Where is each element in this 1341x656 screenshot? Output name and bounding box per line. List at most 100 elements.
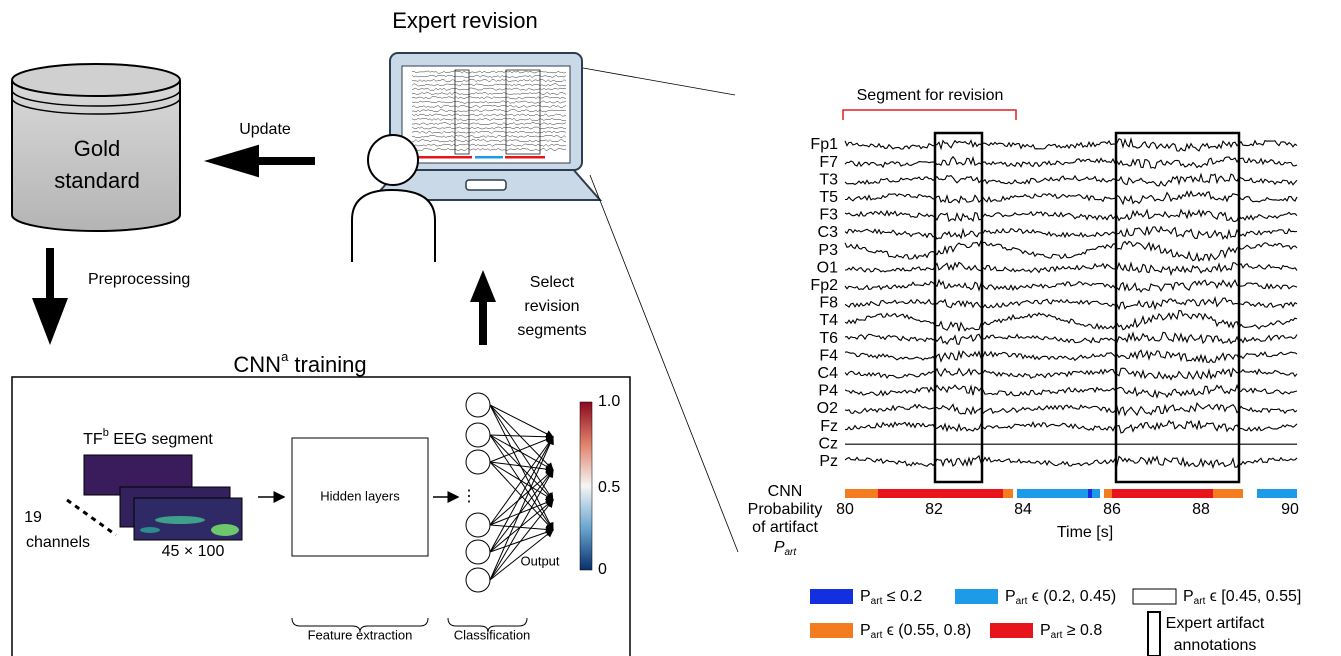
- label: Update: [239, 121, 291, 138]
- eeg-trace: [845, 421, 1297, 433]
- eeg-trace: [845, 191, 1297, 204]
- label: Hidden layers: [320, 488, 400, 503]
- title: Expert revision: [392, 8, 538, 33]
- svg-text:⋮: ⋮: [461, 488, 477, 505]
- t: EEG segment: [109, 431, 214, 448]
- edge: [490, 435, 553, 437]
- edge: [490, 462, 553, 470]
- t: ≥ 0.8: [1062, 622, 1102, 639]
- eeg: Fp1F7T3T5F3C3P3O1Fp2F8T4T6F4C4P4O2FzCzPz: [810, 136, 1297, 470]
- channel-label: Cz: [818, 435, 838, 452]
- label: segments: [517, 322, 586, 339]
- probability-bar: [845, 489, 1297, 498]
- channel-label: P3: [818, 242, 838, 259]
- t: ϵ [0.45, 0.55]: [1205, 588, 1301, 605]
- channel-label: T5: [819, 189, 838, 206]
- node: [466, 423, 490, 447]
- gold-standard-db: Gold standard: [12, 64, 180, 231]
- x-tick-label: 84: [1014, 501, 1032, 518]
- x-tick-label: 82: [925, 501, 943, 518]
- eeg-trace: [845, 456, 1297, 468]
- channel-label: F4: [819, 347, 838, 364]
- label: CNN: [768, 483, 803, 500]
- node: [466, 540, 490, 564]
- label: 19: [24, 509, 42, 526]
- legend-text: Part ϵ [0.45, 0.55]: [1183, 588, 1301, 606]
- t: training: [288, 352, 366, 377]
- t: P: [1005, 588, 1016, 605]
- channel-label: F3: [819, 207, 838, 224]
- t: P: [1183, 588, 1194, 605]
- node: [466, 450, 490, 474]
- label: revision: [524, 298, 579, 315]
- legend-text: Part ϵ (0.2, 0.45): [1005, 588, 1116, 606]
- up-arrow-head: [470, 270, 496, 302]
- channel-label: Fp2: [810, 277, 838, 294]
- eeg-trace: [845, 350, 1297, 362]
- channel-label: O1: [817, 259, 838, 276]
- eeg-trace: [845, 210, 1297, 222]
- colorbar: [580, 402, 592, 570]
- legend-text: annotations: [1174, 637, 1257, 654]
- eeg-trace: [845, 280, 1297, 292]
- x-tick-label: 88: [1192, 501, 1210, 518]
- eeg-trace: [845, 227, 1297, 239]
- sub: art: [871, 596, 883, 607]
- channel-label: F7: [819, 154, 838, 171]
- t: P: [860, 622, 871, 639]
- edge: [490, 405, 553, 470]
- label: Probability: [748, 501, 823, 518]
- title: CNNa training: [233, 349, 366, 376]
- colorbar-label: 0: [598, 561, 607, 578]
- t: ϵ (0.2, 0.45): [1027, 588, 1116, 605]
- legend-text: Part ≥ 0.8: [1040, 622, 1102, 640]
- eeg-trace: [845, 385, 1297, 397]
- channel-label: O2: [817, 400, 838, 417]
- label: standard: [54, 168, 140, 193]
- zoom-line: [583, 68, 735, 95]
- x-tick-label: 90: [1281, 501, 1299, 518]
- eeg-trace: [845, 332, 1297, 344]
- eeg-trace: [845, 241, 1297, 261]
- sub: art: [1051, 630, 1063, 641]
- channel-label: F8: [819, 295, 838, 312]
- channel-label: T4: [819, 312, 838, 329]
- annotation-box: [1116, 133, 1239, 482]
- legend-text: Part ϵ (0.55, 0.8): [860, 622, 971, 640]
- colorbar-label: 1.0: [598, 393, 620, 410]
- eeg-trace: [845, 298, 1297, 309]
- mini-bar: [412, 156, 472, 159]
- sub: art: [1016, 596, 1028, 607]
- channel-label: Pz: [819, 453, 838, 470]
- label: of artifact: [752, 519, 818, 536]
- legend-text: Part ≤ 0.2: [860, 588, 922, 606]
- down-arrow-head: [32, 298, 68, 345]
- x-tick-label: 80: [836, 501, 854, 518]
- eeg-trace: [845, 174, 1297, 186]
- t: ≤ 0.2: [882, 588, 922, 605]
- dash: [67, 500, 116, 535]
- t: P: [860, 588, 871, 605]
- t: P: [1040, 622, 1051, 639]
- mini-bar: [505, 156, 545, 159]
- label: Feature extraction: [308, 627, 413, 642]
- node: [466, 393, 490, 417]
- edge: [490, 530, 553, 552]
- channel-label: Fz: [820, 418, 838, 435]
- label: Select: [530, 274, 575, 291]
- eeg-trace: [845, 139, 1297, 151]
- sub: art: [1194, 596, 1206, 607]
- edge: [490, 470, 553, 525]
- eeg-trace: [845, 403, 1297, 415]
- mini-bar: [475, 156, 503, 159]
- channel-label: T6: [819, 330, 838, 347]
- label: Output: [520, 553, 559, 568]
- update-arrow: [218, 150, 315, 172]
- node: [466, 513, 490, 537]
- label: Classification: [454, 627, 531, 642]
- eeg-trace: [845, 262, 1297, 274]
- label: Gold: [74, 136, 120, 161]
- edge: [490, 462, 553, 530]
- label: Preprocessing: [88, 271, 190, 288]
